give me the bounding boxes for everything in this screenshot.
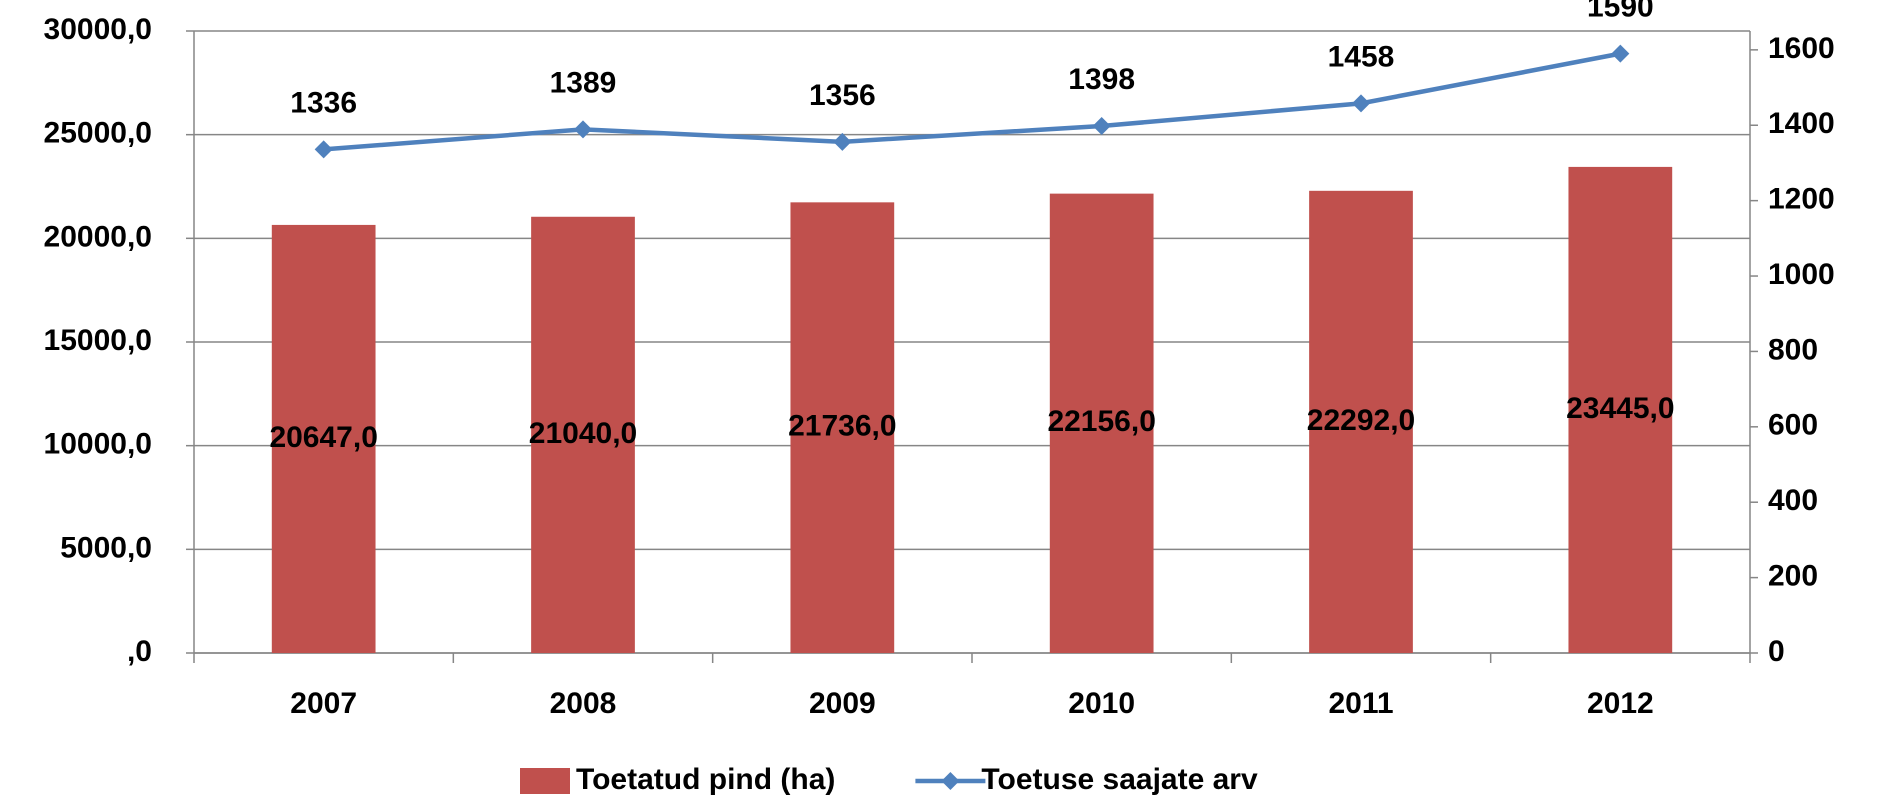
bar <box>531 216 635 653</box>
legend-swatch <box>520 768 570 794</box>
line-value-label: 1336 <box>290 86 357 119</box>
bar <box>790 202 895 653</box>
bar-value-label: 22156,0 <box>1047 405 1155 438</box>
line-marker <box>574 120 592 139</box>
line-marker <box>1092 116 1111 135</box>
y2-tick-label: 1200 <box>1768 183 1835 216</box>
legend-marker <box>941 772 960 790</box>
bar-value-label: 20647,0 <box>269 421 377 454</box>
line-value-label: 1458 <box>1328 40 1395 73</box>
line-marker <box>1611 44 1630 63</box>
x-tick-label: 2008 <box>550 687 617 720</box>
y-tick-label: 20000,0 <box>44 220 152 253</box>
y-tick-label: ,0 <box>127 635 152 668</box>
bar-value-label: 21736,0 <box>788 410 896 443</box>
bar <box>1049 193 1154 653</box>
y-tick-label: 30000,0 <box>44 13 152 46</box>
line-marker <box>833 132 852 151</box>
y2-tick-label: 200 <box>1768 560 1818 593</box>
y-tick-label: 5000,0 <box>60 531 152 564</box>
y2-tick-label: 800 <box>1768 333 1818 366</box>
bar <box>1309 190 1413 653</box>
y2-tick-label: 600 <box>1768 409 1818 442</box>
line <box>323 51 1621 152</box>
bar-value-label: 21040,0 <box>529 417 637 450</box>
x-tick-label: 2009 <box>809 687 876 720</box>
bar <box>271 224 376 653</box>
x-tick-label: 2007 <box>290 687 357 720</box>
line-value-label: 1356 <box>809 79 876 112</box>
line-value-label: 1389 <box>550 66 617 99</box>
bar-value-label: 22292,0 <box>1307 404 1415 437</box>
y2-tick-label: 0 <box>1768 635 1785 668</box>
x-tick-label: 2011 <box>1328 687 1393 720</box>
bar-value-label: 23445,0 <box>1566 392 1674 425</box>
y2-tick-label: 1400 <box>1768 107 1835 140</box>
line-value-label: 1398 <box>1068 63 1135 96</box>
y-tick-label: 15000,0 <box>44 324 152 357</box>
legend-label: Toetuse saajate arv <box>981 763 1258 796</box>
legend-label: Toetatud pind (ha) <box>576 763 835 796</box>
y-tick-label: 10000,0 <box>44 428 152 461</box>
line-marker <box>1352 94 1370 113</box>
line-value-label: 1590 <box>1587 0 1654 24</box>
line-marker <box>314 140 333 159</box>
bar <box>1568 166 1673 654</box>
x-tick-label: 2012 <box>1587 687 1654 720</box>
y2-tick-label: 1000 <box>1768 258 1835 291</box>
y2-tick-label: 1600 <box>1768 32 1835 65</box>
y2-tick-label: 400 <box>1768 484 1818 517</box>
x-tick-label: 2010 <box>1068 687 1135 720</box>
y-tick-label: 25000,0 <box>44 117 152 150</box>
